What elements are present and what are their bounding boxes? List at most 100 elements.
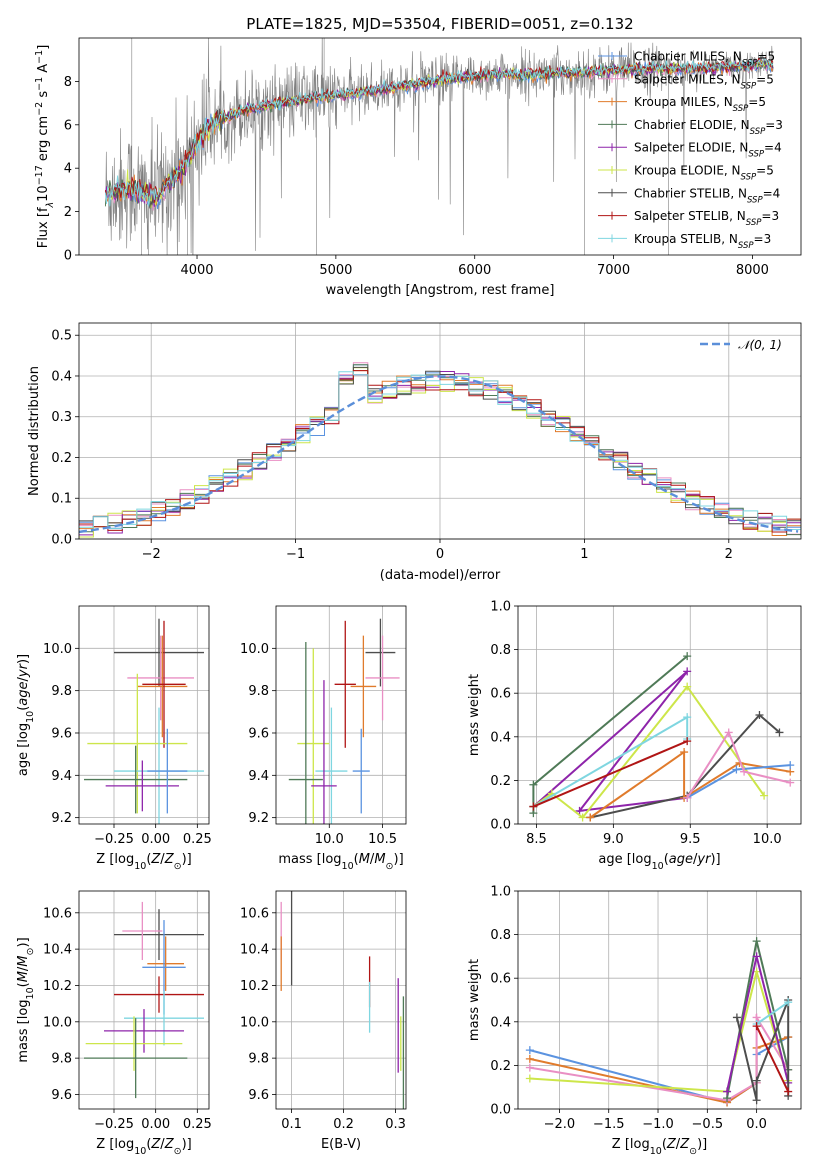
weight-marker-salpeter-stelib [529, 802, 538, 811]
x-tick-label: 0.3 [385, 1117, 406, 1132]
plot-area [525, 937, 793, 1107]
figure-title: PLATE=1825, MJD=53504, FIBERID=0051, z=0… [246, 15, 633, 33]
weight-marker-kroupa-elodie [578, 813, 587, 822]
grid [79, 606, 209, 824]
y-tick-label: 4 [64, 162, 72, 177]
weight-marker-salpeter-stelib [683, 737, 692, 746]
weight-marker-salpeter-stelib [784, 1087, 793, 1096]
x-tick-label: −1 [286, 547, 305, 562]
weight-line-chabrier-stelib [590, 713, 781, 819]
mass-vs-Z-x-axis-label: Z [log10(Z/Z⊙)] [96, 1137, 191, 1157]
x-tick-label: 9.5 [680, 832, 701, 847]
plot-area [288, 618, 400, 824]
weight-line-salpeter-stelib [755, 1025, 790, 1093]
spectrum-model-line-kroupa-stelib [104, 58, 774, 207]
residual-histogram-salpeter-stelib [79, 370, 801, 533]
y-tick-label: 9.4 [248, 769, 269, 784]
residuals-legend: 𝒩(0, 1) [700, 338, 782, 352]
residuals-x-axis-label: (data-model)/error [380, 568, 501, 583]
x-tick-label: −0.5 [692, 1117, 724, 1132]
spectrum-y-axis-label: Flux [fλ10−17 erg cm−2 s−1 A−1] [34, 45, 56, 249]
y-tick-label: 10.6 [43, 906, 72, 921]
plot-area [529, 652, 795, 822]
x-tick-label: −2.0 [544, 1117, 576, 1132]
x-tick-label: 0.00 [141, 1117, 170, 1132]
gaussian-reference-curve [79, 375, 799, 534]
x-tick-label: 2 [725, 547, 733, 562]
y-tick-label: 9.8 [51, 1052, 72, 1067]
y-tick-label: 10.4 [240, 943, 269, 958]
y-tick-label: 9.6 [248, 726, 269, 741]
x-tick-label: 5000 [319, 263, 352, 278]
y-tick-label: 10.0 [43, 642, 72, 657]
y-tick-label: 9.8 [248, 684, 269, 699]
y-tick-label: 9.6 [248, 1088, 269, 1103]
x-tick-label: −1.5 [593, 1117, 625, 1132]
weight-marker-kroupa-stelib [784, 998, 793, 1007]
y-tick-label: 0.6 [490, 687, 511, 702]
weight-marker-salpeter-elodie [723, 1087, 732, 1096]
weight-line-salpeter-stelib [533, 740, 688, 808]
y-tick-label: 0 [64, 249, 72, 264]
plot-area [104, 38, 774, 255]
weight-marker-salpeter-stelib [752, 1022, 761, 1031]
y-tick-label: 0.0 [51, 533, 72, 548]
axes-frame [78, 37, 802, 256]
weight-marker-kroupa-miles [680, 748, 689, 757]
y-tick-label: 0.1 [51, 492, 72, 507]
weight-marker-chabrier-elodie [752, 937, 761, 946]
mass-vs-EBV-x-axis-label: E(B-V) [321, 1137, 361, 1152]
x-tick-label: 0.00 [141, 832, 170, 847]
weight-marker-chabrier-stelib [775, 728, 784, 737]
residual-histogram-salpeter-miles [79, 362, 801, 535]
weight-line-kroupa-stelib [756, 1001, 789, 1025]
mass-vs-ebv-panel: 0.1 0.2 0.3 9.6 9.8 10.0 10.2 10.4 10.6 E(B-V) [240, 890, 407, 1152]
y-tick-label: 10.6 [240, 906, 269, 921]
weight-vs-metallicity-panel: −2.0 −1.5 −1.0 −0.5 0.0 0.0 0.2 0.4 0.6 0.8 1.0 Z [… [467, 885, 802, 1157]
legend-label-salpeter-stelib: Salpeter STELIB, NSSP=3 [634, 209, 779, 228]
x-tick-label: 0.25 [183, 832, 212, 847]
axes-frame [517, 890, 802, 1110]
weight-marker-chabrier-elodie [529, 780, 538, 789]
y-tick-label: 9.4 [51, 769, 72, 784]
legend-label-kroupa-stelib: Kroupa STELIB, NSSP=3 [634, 232, 771, 251]
x-tick-label: 0.2 [333, 1117, 354, 1132]
legend-label-chabrier-elodie: Chabrier ELODIE, NSSP=3 [634, 118, 783, 137]
legend-label-kroupa-elodie: Kroupa ELODIE, NSSP=5 [634, 164, 774, 183]
x-tick-label: 0.25 [183, 1117, 212, 1132]
plot-area [280, 891, 405, 1109]
x-tick-label: 0.0 [746, 1117, 767, 1132]
y-tick-label: 10.2 [240, 979, 269, 994]
y-tick-label: 1.0 [490, 600, 511, 615]
y-tick-label: 0.2 [51, 451, 72, 466]
residuals-panel: −2 −1 0 1 2 0.0 0.1 0.2 0.3 0.4 0.5 𝒩(0, 1) (data-mo… [27, 322, 802, 583]
residual-histogram-chabrier-stelib [79, 366, 801, 531]
age-vs-metallicity-panel: −0.25 0.00 0.25 9.2 9.4 9.6 9.8 10.0 Z [log10(Z/… [16, 605, 212, 872]
y-tick-label: 10.4 [43, 943, 72, 958]
x-tick-label: −0.25 [94, 1117, 134, 1132]
spectrum-x-axis-label: wavelength [Angstrom, rest frame] [326, 283, 555, 298]
weight-vs-Z-y-axis-label: mass weight [467, 959, 482, 1041]
x-tick-label: 7000 [597, 263, 630, 278]
x-tick-label: 9.0 [603, 832, 624, 847]
plot-area [79, 362, 801, 538]
x-tick-label: −1.0 [642, 1117, 674, 1132]
y-tick-label: 9.2 [248, 811, 269, 826]
weight-marker-kroupa-elodie [683, 682, 692, 691]
weight-marker-kroupa-miles [525, 1054, 534, 1063]
weight-marker-chabrier-stelib [732, 1013, 741, 1022]
age-vs-Z-y-axis-label: age [log10(age/yr)] [16, 654, 36, 776]
weight-vs-Z-x-axis-label: Z [log10(Z/Z⊙)] [612, 1137, 707, 1157]
y-tick-label: 9.6 [51, 726, 72, 741]
x-tick-label: 8000 [736, 263, 769, 278]
weight-marker-chabrier-miles [525, 1046, 534, 1055]
y-tick-label: 9.8 [51, 684, 72, 699]
axes-frame [78, 890, 210, 1110]
y-tick-label: 10.2 [43, 979, 72, 994]
spectrum-panel: 4000 5000 6000 7000 8000 0 2 4 6 8 Chabrier MILES,… [34, 37, 802, 298]
x-tick-label: 4000 [180, 263, 213, 278]
residual-histogram-salpeter-elodie [79, 371, 801, 536]
spectrum-model-line-kroupa-elodie [105, 59, 774, 209]
y-tick-label: 0.8 [490, 643, 511, 658]
x-tick-label: 10.5 [368, 832, 397, 847]
